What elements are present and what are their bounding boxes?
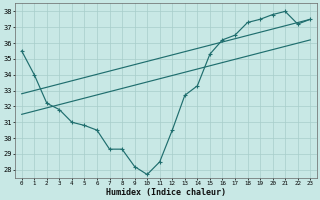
X-axis label: Humidex (Indice chaleur): Humidex (Indice chaleur) xyxy=(106,188,226,197)
